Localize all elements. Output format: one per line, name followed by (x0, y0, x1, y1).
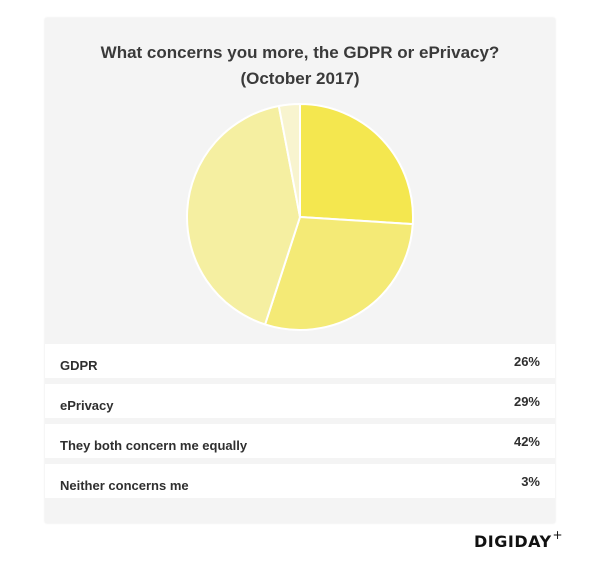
chart-title-text: What concerns you more, the GDPR or ePri… (100, 43, 500, 62)
legend-value: 26% (513, 354, 540, 369)
logo-plus: + (552, 528, 564, 542)
legend-label: ePrivacy (60, 398, 114, 413)
legend-row-neither: Neither concerns me 3% (45, 464, 555, 498)
pie-slice-gdpr (299, 102, 414, 226)
legend-row-both: They both concern me equally 42% (45, 424, 555, 458)
chart-card: What concerns you more, the GDPR or ePri… (45, 18, 555, 523)
pie-chart (186, 102, 414, 331)
chart-title: What concerns you more, the GDPR or ePri… (45, 40, 555, 92)
pie-slice-eprivacy (263, 215, 414, 331)
digiday-logo: DIGIDAY+ (474, 528, 563, 551)
legend-label: Neither concerns me (60, 478, 189, 493)
chart-subtitle-text: (October 2017) (240, 69, 360, 88)
legend-label: GDPR (60, 358, 98, 373)
legend-row-eprivacy: ePrivacy 29% (45, 384, 555, 418)
legend-value: 29% (513, 394, 540, 409)
pie-slice-neither (277, 102, 301, 218)
legend-table: GDPR 26% ePrivacy 29% They both concern … (45, 344, 555, 504)
legend-label: They both concern me equally (60, 438, 248, 453)
logo-text: DIGIDAY (474, 532, 552, 551)
pie-slice-both (186, 104, 302, 326)
legend-value: 3% (521, 474, 540, 489)
legend-row-gdpr: GDPR 26% (45, 344, 555, 378)
legend-value: 42% (513, 434, 540, 449)
